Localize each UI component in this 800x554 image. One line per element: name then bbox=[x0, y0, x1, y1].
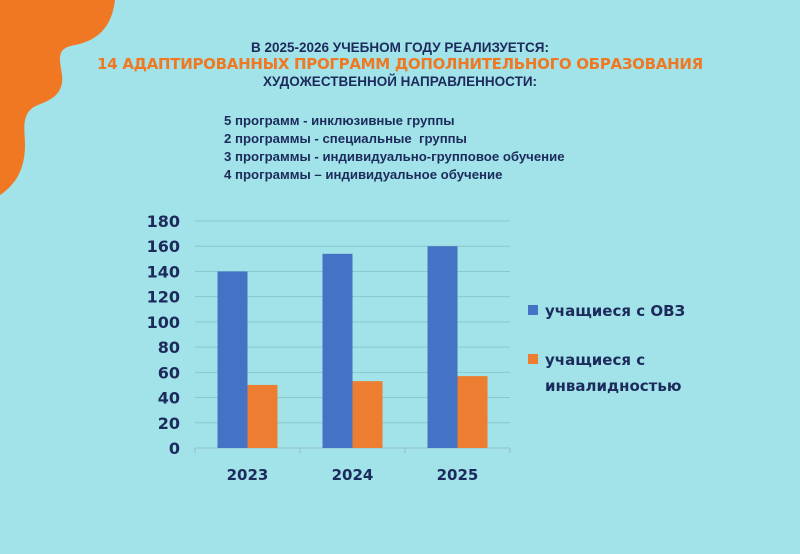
y-tick-label: 40 bbox=[158, 389, 180, 408]
program-item: 2 программы - специальные группы bbox=[224, 131, 467, 146]
y-tick-label: 120 bbox=[147, 288, 180, 307]
legend-item-disability: учащиеся с инвалидностью bbox=[528, 347, 681, 399]
bar bbox=[247, 384, 278, 448]
x-tick-label: 2025 bbox=[437, 466, 479, 484]
y-tick-label: 0 bbox=[169, 439, 180, 458]
header-line-3: ХУДОЖЕСТВЕННОЙ НАПРАВЛЕННОСТИ: bbox=[262, 74, 538, 89]
y-tick-label: 100 bbox=[147, 313, 180, 332]
bar bbox=[457, 376, 488, 448]
y-tick-label: 160 bbox=[147, 237, 180, 256]
program-item: 3 программы - индивидуально-групповое об… bbox=[224, 149, 565, 164]
legend-swatch-blue bbox=[528, 305, 538, 315]
y-tick-label: 80 bbox=[158, 338, 180, 357]
x-tick-label: 2024 bbox=[332, 466, 374, 484]
bar bbox=[352, 381, 383, 448]
y-tick-label: 20 bbox=[158, 414, 180, 433]
legend-item-ovz: учащиеся с ОВЗ bbox=[528, 298, 685, 324]
y-tick-label: 140 bbox=[147, 262, 180, 281]
bar bbox=[427, 246, 458, 448]
program-list: 5 программ - инклюзивные группы 2 програ… bbox=[224, 112, 565, 184]
legend-swatch-orange bbox=[528, 354, 538, 364]
x-tick-label: 2023 bbox=[227, 466, 269, 484]
decorative-orange-blob bbox=[0, 0, 115, 195]
y-tick-label: 60 bbox=[158, 363, 180, 382]
y-tick-label: 180 bbox=[147, 212, 180, 231]
header-line-1: В 2025-2026 УЧЕБНОМ ГОДУ РЕАЛИЗУЕТСЯ: bbox=[250, 40, 549, 55]
bar bbox=[322, 253, 353, 448]
program-item: 5 программ - инклюзивные группы bbox=[224, 113, 455, 128]
program-item: 4 программы – индивидуальное обучение bbox=[224, 167, 503, 182]
bar bbox=[217, 271, 248, 448]
header-highlight: 14 АДАПТИРОВАННЫХ ПРОГРАММ ДОПОЛНИТЕЛЬНО… bbox=[97, 55, 703, 73]
